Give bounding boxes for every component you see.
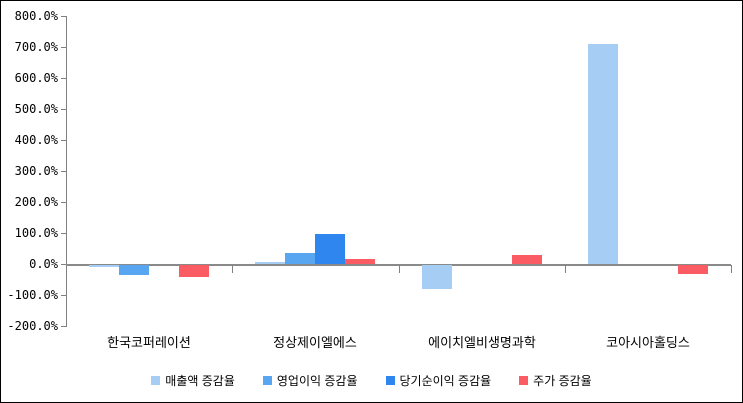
legend-label-sales: 매출액 증감율 — [165, 374, 235, 388]
y-tick-label: 500.0% — [14, 102, 58, 116]
y-tick-mark — [61, 233, 66, 234]
y-tick-mark — [61, 171, 66, 172]
y-tick-mark — [61, 326, 66, 327]
bar-series3-cat2 — [512, 255, 542, 264]
y-tick-label: -200.0% — [7, 319, 58, 333]
category-label-1: 정상제이엘에스 — [273, 335, 357, 350]
y-axis-line — [66, 16, 67, 327]
bar-series0-cat1 — [255, 262, 285, 264]
y-tick-label: 100.0% — [14, 226, 58, 240]
y-tick-label: 700.0% — [14, 40, 58, 54]
legend-label-net-income: 당기순이익 증감율 — [399, 374, 492, 388]
y-tick-label: 0.0% — [29, 257, 58, 271]
y-tick-label: 800.0% — [14, 9, 58, 23]
legend-swatch-operating-profit — [262, 376, 272, 385]
legend-item-net-income: 당기순이익 증감율 — [385, 372, 492, 389]
legend-item-stock-price: 주가 증감율 — [519, 372, 592, 389]
x-tick-mark — [232, 265, 233, 273]
legend-swatch-stock-price — [519, 376, 529, 385]
legend-item-operating-profit: 영업이익 증감율 — [262, 372, 358, 389]
y-tick-mark — [61, 78, 66, 79]
bar-series3-cat1 — [345, 259, 375, 264]
legend-item-sales: 매출액 증감율 — [151, 372, 235, 389]
y-tick-label: 400.0% — [14, 133, 58, 147]
x-tick-mark — [66, 265, 67, 273]
x-axis-zero-line — [66, 264, 731, 266]
y-tick-mark — [61, 202, 66, 203]
legend-label-operating-profit: 영업이익 증감율 — [276, 374, 358, 388]
bar-series3-cat0 — [179, 265, 209, 277]
y-tick-mark — [61, 295, 66, 296]
bar-series2-cat1 — [315, 234, 345, 264]
legend-label-stock-price: 주가 증감율 — [533, 374, 592, 388]
x-tick-mark — [399, 265, 400, 273]
y-tick-label: 200.0% — [14, 195, 58, 209]
y-tick-label: 600.0% — [14, 71, 58, 85]
bar-series1-cat1 — [285, 253, 315, 264]
legend-swatch-sales — [151, 376, 161, 385]
legend: 매출액 증감율 영업이익 증감율 당기순이익 증감율 주가 증감율 — [1, 372, 742, 389]
category-label-0: 한국코퍼레이션 — [107, 335, 191, 350]
y-tick-label: -100.0% — [7, 288, 58, 302]
y-tick-mark — [61, 109, 66, 110]
category-label-2: 에이치엘비생명과학 — [428, 335, 536, 350]
y-tick-label: 300.0% — [14, 164, 58, 178]
category-label-3: 코아시아홀딩스 — [606, 335, 690, 350]
x-tick-mark — [731, 265, 732, 273]
bar-series1-cat0 — [119, 265, 149, 275]
y-tick-mark — [61, 140, 66, 141]
bar-series0-cat3 — [588, 44, 618, 264]
bar-series0-cat0 — [89, 265, 119, 267]
x-tick-mark — [565, 265, 566, 273]
y-tick-mark — [61, 47, 66, 48]
y-tick-mark — [61, 264, 66, 265]
y-tick-mark — [61, 16, 66, 17]
bar-series0-cat2 — [422, 265, 452, 289]
legend-swatch-net-income — [385, 376, 395, 385]
bar-series3-cat3 — [678, 265, 708, 274]
